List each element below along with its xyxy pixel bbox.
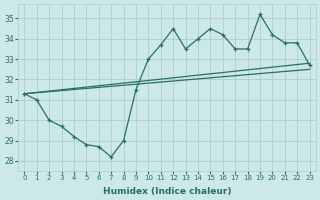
X-axis label: Humidex (Indice chaleur): Humidex (Indice chaleur)	[103, 187, 231, 196]
